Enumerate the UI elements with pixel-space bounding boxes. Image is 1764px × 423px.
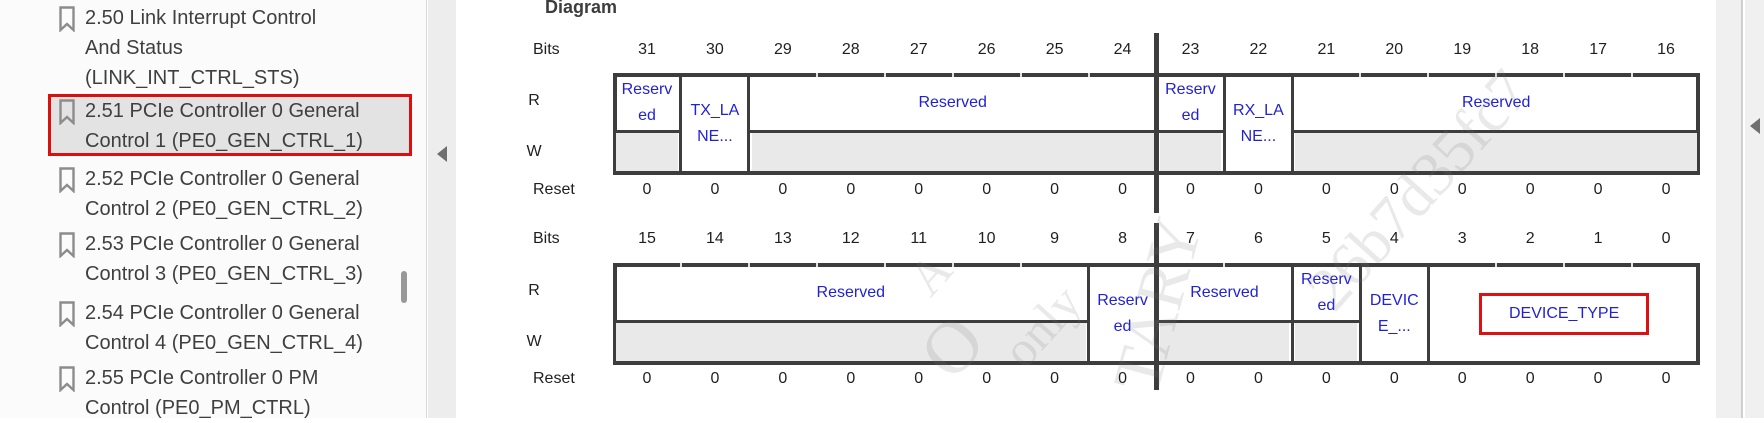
expand-right-panel-arrow-icon[interactable] bbox=[1750, 118, 1760, 134]
bookmark-item[interactable]: 2.55 PCIe Controller 0 PM Control (PE0_P… bbox=[0, 363, 420, 423]
bookmark-label: 2.53 PCIe Controller 0 General Control 3… bbox=[85, 233, 363, 285]
bookmark-label: 2.55 PCIe Controller 0 PM Control (PE0_P… bbox=[85, 367, 319, 419]
collapse-sidebar-arrow-icon[interactable] bbox=[437, 146, 447, 162]
bookmark-icon bbox=[58, 6, 76, 33]
page-title: Diagram bbox=[545, 0, 618, 17]
bookmark-item[interactable]: 2.52 PCIe Controller 0 General Control 2… bbox=[0, 164, 420, 224]
sidebar-scrollbar-thumb[interactable] bbox=[401, 271, 407, 303]
document-page bbox=[456, 0, 1716, 418]
bookmark-item[interactable]: 2.51 PCIe Controller 0 General Control 1… bbox=[0, 96, 420, 156]
bookmark-icon bbox=[58, 366, 76, 393]
bookmark-icon bbox=[58, 167, 76, 194]
bookmark-label: 2.54 PCIe Controller 0 General Control 4… bbox=[85, 302, 363, 354]
bookmark-icon bbox=[58, 232, 76, 259]
content-scrollbar-track[interactable] bbox=[1716, 0, 1743, 418]
right-panel-gutter bbox=[1745, 0, 1764, 418]
bookmark-icon bbox=[58, 99, 76, 126]
bookmark-icon bbox=[58, 301, 76, 328]
sidebar-gutter bbox=[428, 0, 456, 418]
selected-bookmark-highlight bbox=[48, 94, 412, 156]
bookmark-item[interactable]: 2.50 Link Interrupt Control And Status (… bbox=[0, 3, 420, 89]
bookmark-item[interactable]: 2.53 PCIe Controller 0 General Control 3… bbox=[0, 229, 420, 289]
bookmark-label: 2.52 PCIe Controller 0 General Control 2… bbox=[85, 168, 363, 220]
bookmarks-panel: 2.50 Link Interrupt Control And Status (… bbox=[0, 0, 427, 419]
bookmark-label: 2.51 PCIe Controller 0 General Control 1… bbox=[85, 100, 363, 152]
bookmark-label: 2.50 Link Interrupt Control And Status (… bbox=[85, 7, 317, 89]
bookmark-item[interactable]: 2.54 PCIe Controller 0 General Control 4… bbox=[0, 298, 420, 358]
